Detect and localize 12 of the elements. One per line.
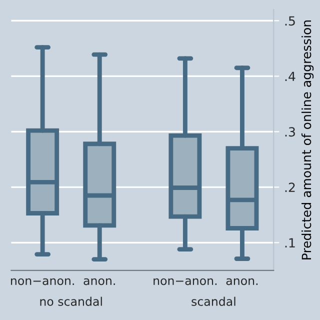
text: scandal — [192, 296, 236, 306]
x-tick-label: non−anon. — [154, 278, 217, 286]
y-tick-label: .4 — [285, 72, 296, 81]
y-tick-label: .5 — [285, 16, 295, 26]
y-tick-label: .2 — [285, 182, 295, 192]
y-axis-title: Predicted amount of online aggression — [302, 20, 314, 260]
y-tick-label: .1 — [285, 238, 295, 248]
x-tick-label: non−anon. — [11, 278, 74, 286]
text: no scandal — [40, 296, 102, 306]
y-tick-label: .3 — [285, 127, 295, 137]
x-tick-label: anon. — [84, 278, 115, 286]
x-tick-label: anon. — [226, 278, 258, 286]
